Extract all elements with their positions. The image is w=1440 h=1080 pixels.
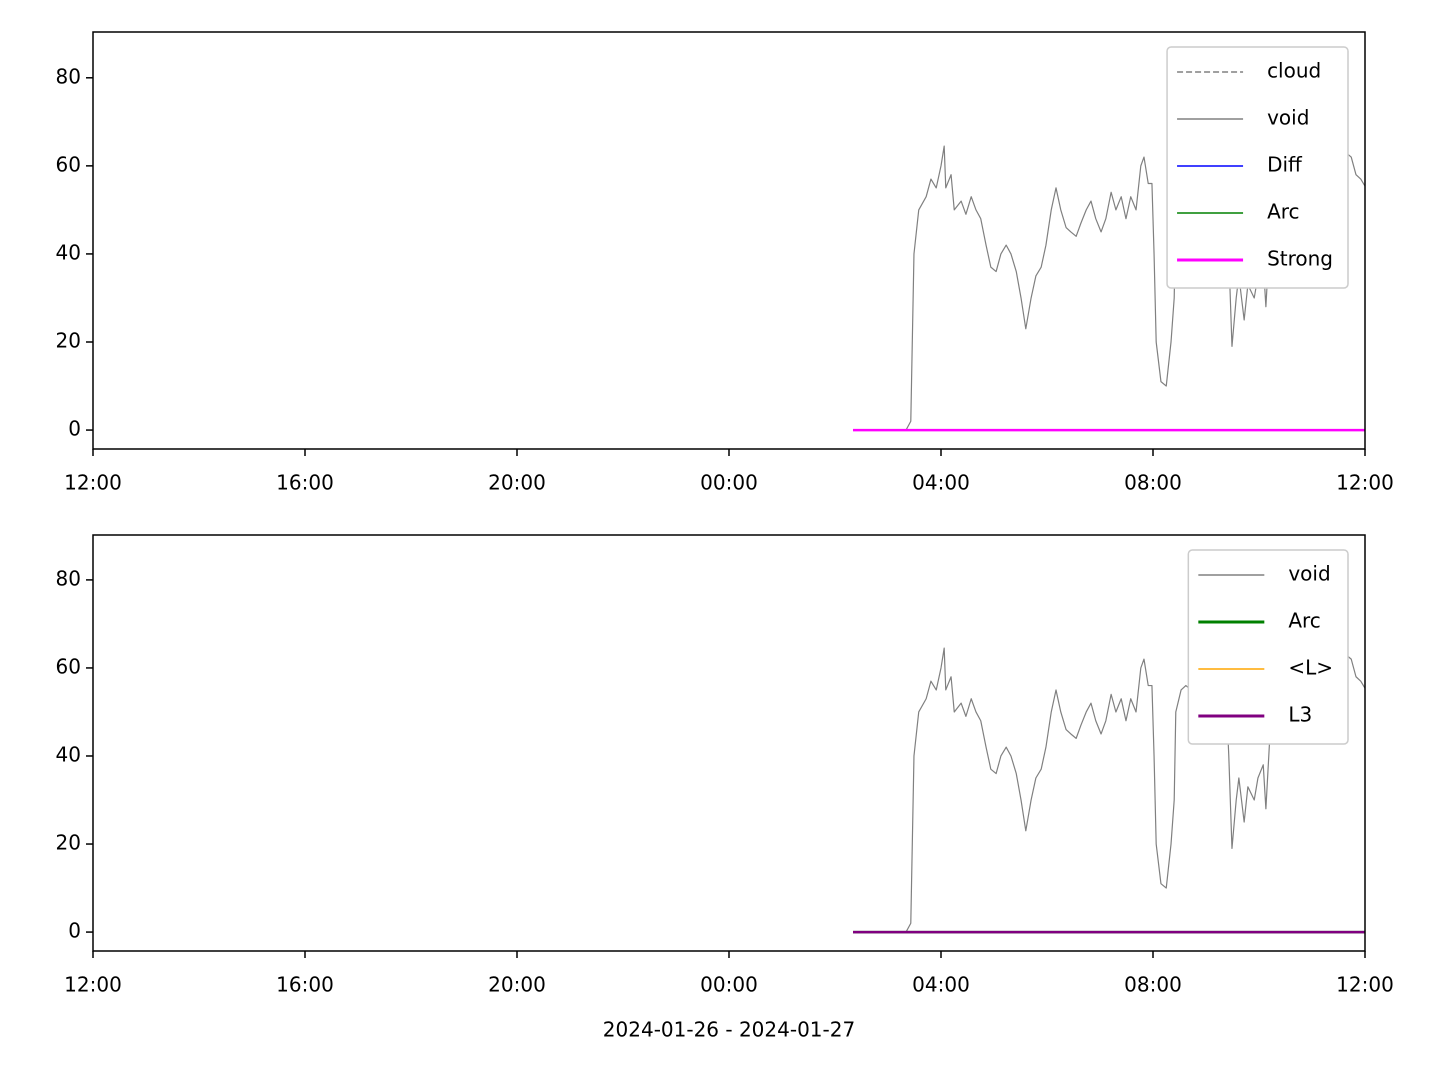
- y-tick-label: 40: [56, 742, 81, 766]
- legend-label: cloud: [1267, 59, 1321, 83]
- plot-area: [853, 50, 1365, 432]
- series-line: [905, 50, 1365, 431]
- x-tick-label: 12:00: [1336, 973, 1394, 997]
- legend: cloud void Diff Arc Strong: [1166, 46, 1349, 289]
- x-tick-label: 16:00: [276, 973, 334, 997]
- y-tick-label: 0: [68, 417, 81, 441]
- y-tick-label: 80: [56, 64, 81, 88]
- plot-area: [853, 552, 1365, 934]
- legend-frame: [1187, 549, 1349, 745]
- x-tick-label: 04:00: [912, 973, 970, 997]
- y-tick-label: 20: [56, 831, 81, 855]
- x-tick-label: 20:00: [488, 471, 546, 495]
- y-tick-label: 60: [56, 152, 81, 176]
- legend-label: Arc: [1267, 200, 1299, 224]
- x-tick-label: 16:00: [276, 471, 334, 495]
- legend-frame: [1166, 46, 1349, 289]
- legend-label: Strong: [1267, 247, 1333, 271]
- y-tick-label: 40: [56, 240, 81, 264]
- x-tick-label: 12:00: [64, 471, 122, 495]
- y-tick-label: 80: [56, 566, 81, 590]
- y-tick-label: 60: [56, 654, 81, 678]
- axes-frame: [92, 534, 1366, 952]
- y-tick-label: 20: [56, 328, 81, 352]
- x-tick-label: 08:00: [1124, 471, 1182, 495]
- legend-label: L3: [1288, 703, 1312, 727]
- x-tick-label: 04:00: [912, 471, 970, 495]
- legend: void Arc <L> L3: [1187, 549, 1349, 745]
- legend-label: void: [1267, 106, 1309, 130]
- x-tick-label: 00:00: [700, 471, 758, 495]
- x-tick-label: 12:00: [1336, 471, 1394, 495]
- x-axis-label: 2024-01-26 - 2024-01-27: [603, 1018, 855, 1042]
- y-tick-label: 0: [68, 919, 81, 943]
- legend-label: Diff: [1267, 153, 1303, 177]
- x-tick-label: 20:00: [488, 973, 546, 997]
- x-tick-label: 08:00: [1124, 973, 1182, 997]
- x-tick-label: 00:00: [700, 973, 758, 997]
- legend-label: void: [1288, 562, 1330, 586]
- legend-label: <L>: [1288, 656, 1333, 680]
- series-line: [905, 552, 1365, 933]
- x-tick-label: 12:00: [64, 973, 122, 997]
- legend-label: Arc: [1288, 609, 1320, 633]
